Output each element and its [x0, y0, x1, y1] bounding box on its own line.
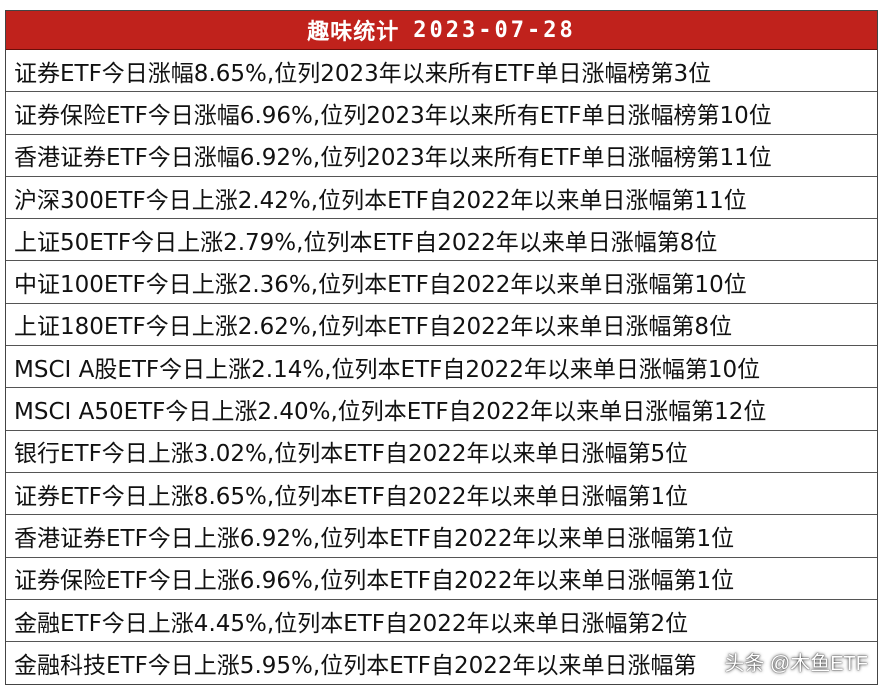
table-row: MSCI A50ETF今日上涨2.40%,位列本ETF自2022年以来单日涨幅第… [6, 388, 877, 431]
header-date: 2023-07-28 [413, 17, 576, 43]
table-row: 银行ETF今日上涨3.02%,位列本ETF自2022年以来单日涨幅第5位 [6, 431, 877, 473]
table-row: 证券ETF今日涨幅8.65%,位列2023年以来所有ETF单日涨幅榜第3位 [6, 50, 877, 93]
table-row: 沪深300ETF今日上涨2.42%,位列本ETF自2022年以来单日涨幅第11位 [6, 177, 877, 220]
table-row: 上证50ETF今日上涨2.79%,位列本ETF自2022年以来单日涨幅第8位 [6, 219, 877, 262]
table-header: 趣味统计 2023-07-28 [6, 11, 877, 50]
table-row: 香港证券ETF今日上涨6.92%,位列本ETF自2022年以来单日涨幅第1位 [6, 515, 877, 558]
watermark: 头条 @木鱼ETF [724, 647, 868, 676]
watermark-text: 头条 @木鱼ETF [724, 653, 868, 675]
table-row: 证券ETF今日上涨8.65%,位列本ETF自2022年以来单日涨幅第1位 [6, 473, 877, 516]
table-row: MSCI A股ETF今日上涨2.14%,位列本ETF自2022年以来单日涨幅第1… [6, 346, 877, 389]
header-title: 趣味统计 [307, 20, 400, 45]
table-row: 中证100ETF今日上涨2.36%,位列本ETF自2022年以来单日涨幅第10位 [6, 261, 877, 304]
table-row: 香港证券ETF今日涨幅6.92%,位列2023年以来所有ETF单日涨幅榜第11位 [6, 135, 877, 177]
stats-table: 趣味统计 2023-07-28 证券ETF今日涨幅8.65%,位列2023年以来… [5, 10, 878, 685]
table-row: 金融ETF今日上涨4.45%,位列本ETF自2022年以来单日涨幅第2位 [6, 600, 877, 643]
table-row: 证券保险ETF今日涨幅6.96%,位列2023年以来所有ETF单日涨幅榜第10位 [6, 92, 877, 135]
table-row: 证券保险ETF今日上涨6.96%,位列本ETF自2022年以来单日涨幅第1位 [6, 558, 877, 600]
table-body: 证券ETF今日涨幅8.65%,位列2023年以来所有ETF单日涨幅榜第3位 证券保… [6, 50, 877, 684]
table-row: 金融科技ETF今日上涨5.95%,位列本ETF自2022年以来单日涨幅第 [14, 653, 697, 680]
table-row: 上证180ETF今日上涨2.62%,位列本ETF自2022年以来单日涨幅第8位 [6, 304, 877, 347]
